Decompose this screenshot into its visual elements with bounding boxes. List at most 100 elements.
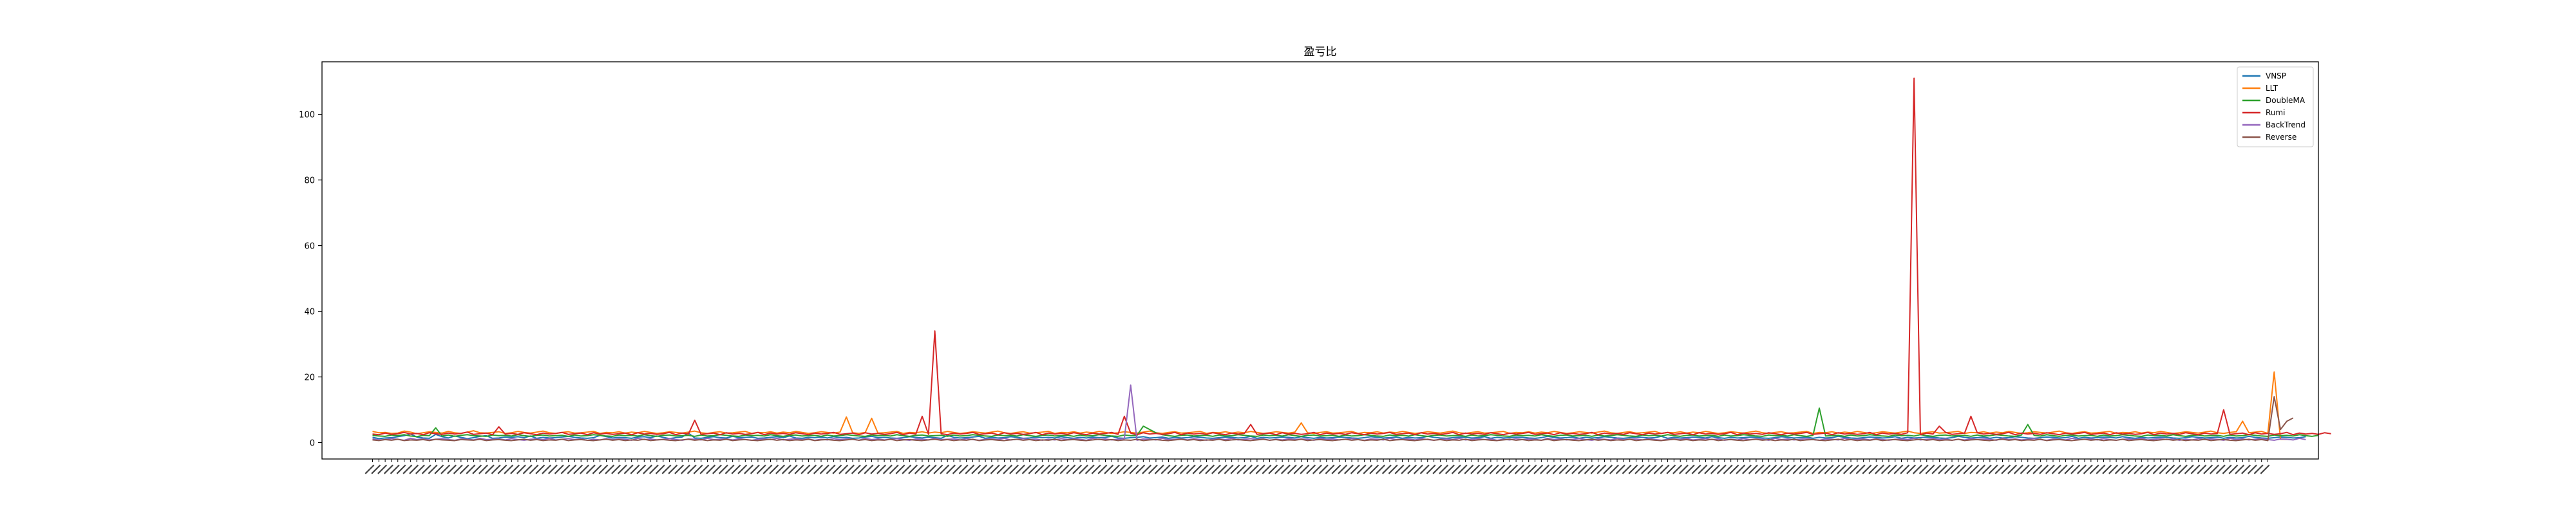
x-tick-label-glyph bbox=[1799, 464, 1809, 474]
x-tick-label-glyph bbox=[687, 464, 697, 474]
x-tick-label-glyph bbox=[1280, 464, 1291, 474]
x-tick-label-glyph bbox=[1956, 464, 1967, 474]
x-tick-label-glyph bbox=[1274, 464, 1285, 474]
x-tick-label-glyph bbox=[724, 464, 735, 474]
x-tick-label-glyph bbox=[2032, 464, 2043, 474]
x-tick-label-glyph bbox=[1224, 464, 1234, 474]
x-tick-label-glyph bbox=[1938, 464, 1948, 474]
x-tick-label-glyph bbox=[1148, 464, 1158, 474]
x-tick-label-glyph bbox=[1394, 464, 1405, 474]
x-tick-label-glyph bbox=[1540, 464, 1550, 474]
x-tick-label-glyph bbox=[838, 464, 849, 474]
x-tick-label-glyph bbox=[1666, 464, 1676, 474]
x-tick-label-glyph bbox=[1792, 464, 1803, 474]
x-tick-label-glyph bbox=[1432, 464, 1443, 474]
x-tick-label-glyph bbox=[674, 464, 685, 474]
x-tick-label-glyph bbox=[864, 464, 874, 474]
x-tick-label-glyph bbox=[1489, 464, 1499, 474]
x-tick-label-glyph bbox=[661, 464, 672, 474]
x-tick-label-glyph bbox=[1634, 464, 1645, 474]
x-tick-label-glyph bbox=[712, 464, 723, 474]
x-tick-label-glyph bbox=[2127, 464, 2137, 474]
x-tick-label-glyph bbox=[1988, 464, 1998, 474]
x-tick-label-glyph bbox=[1419, 464, 1430, 474]
x-tick-label-glyph bbox=[1268, 464, 1278, 474]
x-tick-label-glyph bbox=[1837, 464, 1847, 474]
x-tick-label-glyph bbox=[2177, 464, 2188, 474]
x-tick-label-glyph bbox=[1691, 464, 1701, 474]
x-tick-label-glyph bbox=[1862, 464, 1872, 474]
x-tick-label-glyph bbox=[1318, 464, 1329, 474]
x-tick-label-glyph bbox=[1584, 464, 1594, 474]
x-tick-label-glyph bbox=[2260, 464, 2270, 474]
x-tick-label-glyph bbox=[1893, 464, 1904, 474]
x-tick-label-glyph bbox=[2096, 464, 2106, 474]
x-tick-label-glyph bbox=[769, 464, 779, 474]
x-tick-label-glyph bbox=[1003, 464, 1013, 474]
x-tick-label-glyph bbox=[788, 464, 798, 474]
x-tick-label-glyph bbox=[1413, 464, 1423, 474]
x-tick-label-glyph bbox=[1230, 464, 1240, 474]
x-tick-label-glyph bbox=[1028, 464, 1038, 474]
x-tick-label-glyph bbox=[1969, 464, 1980, 474]
x-tick-label-glyph bbox=[952, 464, 962, 474]
x-tick-label-glyph bbox=[1571, 464, 1582, 474]
legend-label: BackTrend bbox=[2266, 120, 2306, 129]
x-tick-label-glyph bbox=[1843, 464, 1853, 474]
x-tick-label-glyph bbox=[1236, 464, 1247, 474]
x-tick-label-glyph bbox=[807, 464, 817, 474]
y-tick-label: 100 bbox=[299, 111, 315, 120]
x-tick-label-glyph bbox=[718, 464, 728, 474]
x-tick-label-glyph bbox=[1660, 464, 1670, 474]
x-tick-label-glyph bbox=[2184, 464, 2194, 474]
x-tick-label-glyph bbox=[421, 464, 431, 474]
x-tick-label-glyph bbox=[819, 464, 829, 474]
x-tick-label-glyph bbox=[2007, 464, 2018, 474]
x-tick-label-glyph bbox=[2215, 464, 2226, 474]
x-tick-label-glyph bbox=[390, 464, 400, 474]
x-tick-label-glyph bbox=[605, 464, 615, 474]
x-tick-label-glyph bbox=[1369, 464, 1379, 474]
x-tick-label-glyph bbox=[567, 464, 577, 474]
x-tick-label-glyph bbox=[1647, 464, 1657, 474]
x-tick-label-glyph bbox=[1041, 464, 1051, 474]
x-tick-label-glyph bbox=[2140, 464, 2150, 474]
x-tick-label-glyph bbox=[1855, 464, 1866, 474]
x-tick-label-glyph bbox=[1786, 464, 1796, 474]
x-tick-label-glyph bbox=[1710, 464, 1721, 474]
x-tick-label-glyph bbox=[466, 464, 476, 474]
x-tick-label-glyph bbox=[2013, 464, 2023, 474]
x-tick-label-glyph bbox=[1249, 464, 1259, 474]
x-tick-label-glyph bbox=[750, 464, 760, 474]
x-tick-label-glyph bbox=[2210, 464, 2220, 474]
x-tick-label-glyph bbox=[1179, 464, 1189, 474]
legend-label: DoubleMA bbox=[2266, 96, 2306, 105]
x-tick-label-glyph bbox=[1918, 464, 1929, 474]
series-line-llt bbox=[372, 371, 2287, 440]
x-tick-label-glyph bbox=[1034, 464, 1045, 474]
x-tick-label-glyph bbox=[453, 464, 463, 474]
x-tick-label-glyph bbox=[1912, 464, 1922, 474]
x-tick-label-glyph bbox=[504, 464, 514, 474]
x-tick-label-glyph bbox=[1754, 464, 1765, 474]
x-tick-label-glyph bbox=[1160, 464, 1171, 474]
x-tick-label-glyph bbox=[1439, 464, 1449, 474]
x-tick-label-glyph bbox=[744, 464, 754, 474]
x-tick-label-glyph bbox=[547, 464, 558, 474]
x-tick-label-glyph bbox=[1603, 464, 1613, 474]
x-tick-label-glyph bbox=[1457, 464, 1468, 474]
x-tick-label-glyph bbox=[1622, 464, 1632, 474]
x-axis bbox=[365, 459, 2270, 474]
x-tick-label-glyph bbox=[2197, 464, 2207, 474]
x-tick-label-glyph bbox=[813, 464, 823, 474]
x-tick-label-glyph bbox=[895, 464, 905, 474]
x-tick-label-glyph bbox=[1356, 464, 1367, 474]
x-tick-label-glyph bbox=[1944, 464, 1954, 474]
x-tick-label-glyph bbox=[1552, 464, 1562, 474]
x-tick-label-glyph bbox=[978, 464, 988, 474]
x-tick-label-glyph bbox=[491, 464, 501, 474]
x-tick-label-glyph bbox=[2108, 464, 2119, 474]
x-tick-label-glyph bbox=[1217, 464, 1227, 474]
y-tick-label: 0 bbox=[310, 439, 315, 449]
legend-label: Rumi bbox=[2266, 108, 2285, 117]
